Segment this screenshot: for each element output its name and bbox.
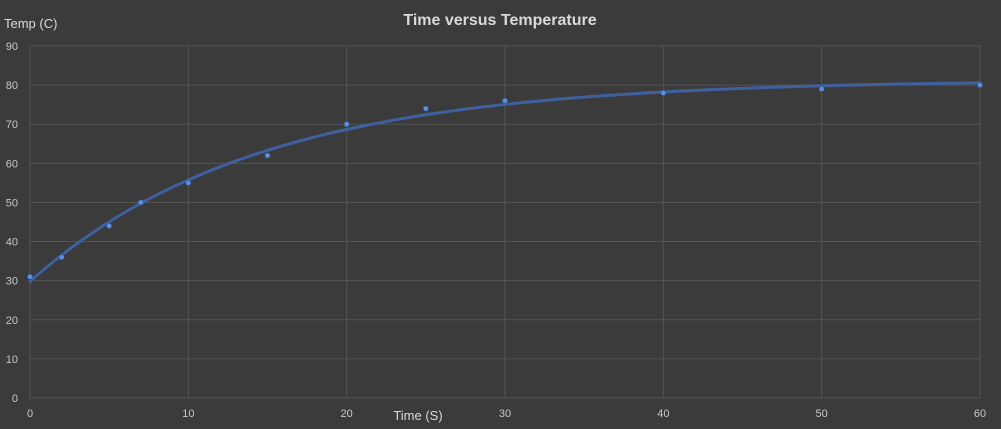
x-tick-label: 40 xyxy=(657,408,669,420)
chart-title: Time versus Temperature xyxy=(403,12,596,29)
y-tick-label: 40 xyxy=(6,237,18,249)
y-tick-label: 80 xyxy=(6,80,18,92)
y-tick-label: 0 xyxy=(12,393,18,405)
x-tick-label: 0 xyxy=(27,408,33,420)
data-point xyxy=(660,90,667,96)
axis-ticks: 0 10 20 30 40 50 60 70 80 90 0 10 20 30 40 50 60 xyxy=(6,41,986,420)
x-tick-label: 20 xyxy=(341,408,353,420)
y-tick-label: 90 xyxy=(6,41,18,53)
data-point xyxy=(422,105,429,112)
data-point xyxy=(58,254,65,261)
x-tick-label: 30 xyxy=(499,408,511,420)
data-point xyxy=(502,97,508,104)
x-tick-label: 50 xyxy=(816,408,828,420)
trendline-layer xyxy=(28,81,982,283)
data-points xyxy=(27,82,983,280)
data-point xyxy=(106,223,113,229)
y-tick-label: 10 xyxy=(6,354,18,366)
data-point xyxy=(185,180,192,186)
y-tick-label: 30 xyxy=(6,276,18,288)
data-point xyxy=(264,152,271,159)
trendline xyxy=(28,81,982,283)
data-point xyxy=(137,199,144,206)
gridlines xyxy=(29,45,981,399)
x-tick-label: 60 xyxy=(974,408,986,420)
data-point xyxy=(27,273,33,280)
data-point xyxy=(343,121,350,128)
x-axis-label: Time (S) xyxy=(393,408,442,423)
data-point xyxy=(818,86,825,92)
y-tick-label: 70 xyxy=(6,119,18,131)
y-axis-label: Temp (C) xyxy=(4,16,57,31)
data-point xyxy=(977,82,983,88)
y-tick-label: 60 xyxy=(6,158,18,170)
x-tick-label: 10 xyxy=(182,408,194,420)
y-tick-label: 20 xyxy=(6,315,18,327)
y-tick-label: 50 xyxy=(6,197,18,209)
